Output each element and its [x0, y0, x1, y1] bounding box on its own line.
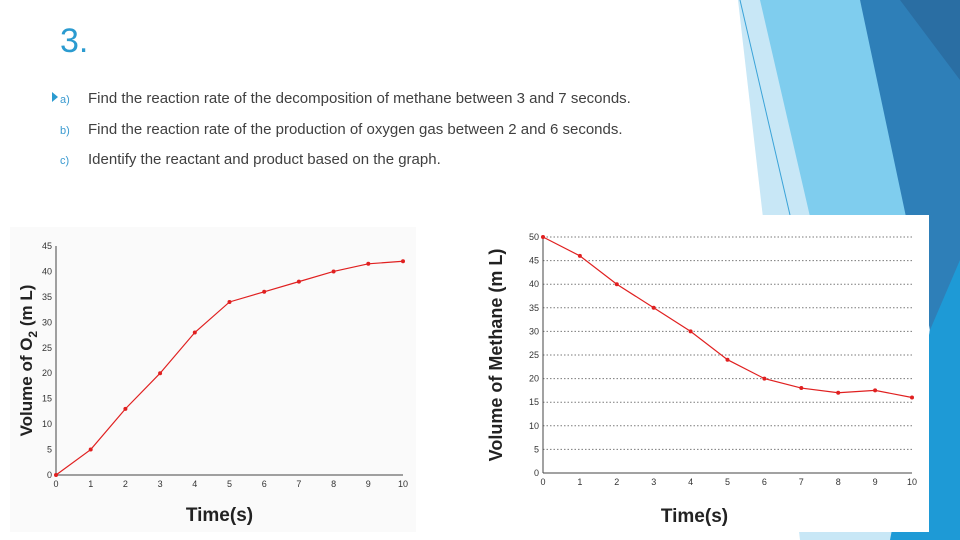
question-a-marker: a) [60, 94, 70, 106]
slide-title: 3. [60, 22, 89, 60]
deco-thin-line [739, 0, 791, 216]
question-c-text: Identify the reactant and product based … [88, 151, 441, 168]
oxygen-chart-y-tick-label: 20 [42, 368, 52, 378]
oxygen-chart-y-tick-label: 0 [47, 470, 52, 480]
methane-chart-series-line [542, 236, 913, 399]
methane-chart-y-tick-label: 50 [529, 232, 539, 242]
oxygen-chart-y-axis-title: Volume of O2 (m L) [17, 285, 40, 437]
question-b: b) Find the reaction rate of the producti… [60, 121, 623, 138]
oxygen-chart-data-point [262, 289, 267, 294]
methane-chart-x-tick-label: 5 [725, 477, 730, 487]
oxygen-chart-x-tick-label: 8 [331, 479, 336, 489]
methane-chart-x-tick-label: 0 [540, 477, 545, 487]
methane-chart-y-tick-label: 25 [529, 350, 539, 360]
methane-chart-y-axis-title: Volume of Methane (m L) [486, 249, 506, 462]
methane-chart-y-tick-label: 20 [529, 374, 539, 384]
oxygen-chart-y-tick-label: 40 [42, 266, 52, 276]
oxygen-chart-y-tick-label: 5 [47, 445, 52, 455]
methane-chart-data-point [762, 376, 767, 381]
question-b-marker: b) [60, 125, 70, 137]
oxygen-chart-y-tick-label: 10 [42, 419, 52, 429]
methane-chart-data-point [614, 282, 619, 287]
question-a: a) Find the reaction rate of the decompos… [60, 90, 631, 107]
oxygen-chart-x-tick-label: 1 [88, 479, 93, 489]
oxygen-chart-y-tick-label: 45 [42, 241, 52, 251]
oxygen-chart-series-line [55, 260, 404, 476]
methane-chart-y-tick-label: 45 [529, 256, 539, 266]
oxygen-chart-data-point [54, 473, 58, 477]
oxygen-chart-y-tick-label: 25 [42, 343, 52, 353]
methane-chart-data-point [799, 386, 804, 391]
methane-chart-data-point [836, 390, 841, 395]
oxygen-chart-x-axis-title: Time(s) [186, 505, 253, 526]
methane-chart-x-tick-label: 3 [651, 477, 656, 487]
methane-chart-y-tick-label: 5 [534, 444, 539, 454]
oxygen-chart-x-tick-label: 5 [227, 479, 232, 489]
oxygen-chart-data-point [366, 261, 371, 266]
oxygen-chart-data-point [296, 279, 301, 284]
methane-chart-x-tick-label: 2 [614, 477, 619, 487]
methane-chart-x-tick-label: 9 [873, 477, 878, 487]
question-c: c) Identify the reactant and product base… [60, 151, 441, 168]
methane-chart-data-point [541, 235, 545, 239]
methane-chart-data-point [688, 329, 693, 334]
methane-chart-data-point [910, 395, 914, 400]
oxygen-chart-x-tick-label: 10 [398, 479, 408, 489]
deco-arrow-icon [52, 92, 58, 102]
oxygen-chart-y-axis-title-part: Volume of O [17, 338, 36, 437]
methane-chart-data-point [577, 253, 582, 258]
oxygen-chart-y-axis-title-part: (m L) [17, 285, 36, 331]
oxygen-chart-data-point [88, 447, 93, 452]
methane-chart-data-point [725, 357, 730, 362]
oxygen-chart-data-point [401, 259, 405, 264]
question-c-marker: c) [60, 155, 70, 167]
methane-chart-y-tick-label: 15 [529, 397, 539, 407]
oxygen-chart-data-point [331, 269, 336, 274]
oxygen-chart-x-tick-label: 0 [53, 479, 58, 489]
oxygen-chart: 0 5 10 15 20 25 30 35 40 45 0 1 2 3 4 5 6 7 8 9 10 Time(s) Vol… [10, 227, 416, 532]
methane-chart-data-point [651, 305, 656, 310]
question-b-text: Find the reaction rate of the production… [88, 121, 623, 138]
question-a-text: Find the reaction rate of the decomposit… [88, 90, 631, 107]
oxygen-chart-y-axis-title-subscript: 2 [26, 331, 40, 338]
oxygen-chart-y-tick-label: 30 [42, 317, 52, 327]
oxygen-chart-x-tick-label: 2 [123, 479, 128, 489]
methane-chart-y-tick-label: 35 [529, 303, 539, 313]
methane-chart-x-tick-label: 4 [688, 477, 693, 487]
methane-chart-x-tick-label: 10 [907, 477, 917, 487]
oxygen-chart-y-tick-label: 15 [42, 394, 52, 404]
oxygen-chart-data-point [192, 330, 197, 335]
methane-chart-y-tick-label: 0 [534, 468, 539, 478]
oxygen-chart-x-tick-label: 4 [192, 479, 197, 489]
methane-chart-y-tick-label: 10 [529, 421, 539, 431]
oxygen-chart-x-tick-label: 3 [158, 479, 163, 489]
oxygen-chart-data-point [158, 371, 163, 376]
oxygen-chart-x-tick-label: 7 [296, 479, 301, 489]
methane-chart: 0 5 10 15 20 25 30 35 40 45 50 0 1 2 3 4 5 6 7 8 9 10 Time(s) V… [478, 215, 929, 532]
oxygen-chart-x-tick-label: 6 [262, 479, 267, 489]
oxygen-chart-data-point [227, 299, 232, 304]
methane-chart-y-tick-label: 30 [529, 326, 539, 336]
methane-chart-x-tick-label: 6 [762, 477, 767, 487]
oxygen-chart-data-point [123, 406, 128, 411]
methane-chart-x-axis-title: Time(s) [661, 506, 728, 527]
methane-chart-x-tick-label: 8 [836, 477, 841, 487]
methane-chart-data-point [873, 388, 878, 393]
methane-chart-x-tick-label: 1 [577, 477, 582, 487]
oxygen-chart-x-tick-label: 9 [366, 479, 371, 489]
oxygen-chart-y-tick-label: 35 [42, 292, 52, 302]
methane-chart-y-tick-label: 40 [529, 279, 539, 289]
deco-band-mid [760, 0, 930, 280]
deco-band-dark [900, 0, 960, 80]
methane-chart-x-tick-label: 7 [799, 477, 804, 487]
